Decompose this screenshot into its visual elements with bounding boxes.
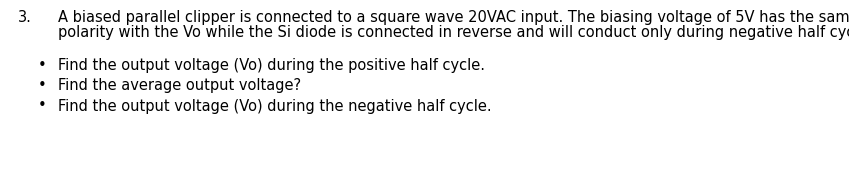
Text: •: • <box>38 98 47 113</box>
Text: 3.: 3. <box>18 10 32 25</box>
Text: •: • <box>38 58 47 73</box>
Text: polarity with the Vo while the Si diode is connected in reverse and will conduct: polarity with the Vo while the Si diode … <box>58 25 849 40</box>
Text: Find the average output voltage?: Find the average output voltage? <box>58 78 301 93</box>
Text: A biased parallel clipper is connected to a square wave 20VAC input. The biasing: A biased parallel clipper is connected t… <box>58 10 849 25</box>
Text: Find the output voltage (Vo) during the negative half cycle.: Find the output voltage (Vo) during the … <box>58 98 492 113</box>
Text: •: • <box>38 78 47 93</box>
Text: Find the output voltage (Vo) during the positive half cycle.: Find the output voltage (Vo) during the … <box>58 58 485 73</box>
